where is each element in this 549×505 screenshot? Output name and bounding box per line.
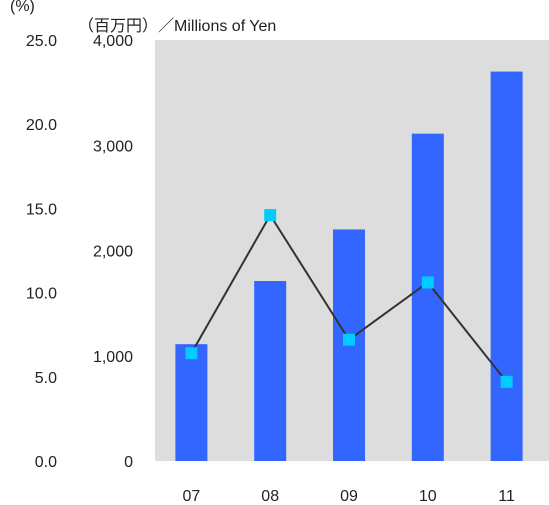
line-marker-08 xyxy=(264,209,277,222)
line-marker-09 xyxy=(343,333,355,346)
left-axis-title: (%) xyxy=(10,0,35,15)
x-axis-ticks: 07 08 09 10 11 xyxy=(183,488,516,505)
bar-07 xyxy=(175,344,208,461)
right-axis-title: （百万円）／Millions of Yen xyxy=(78,17,276,35)
right-tick-label: 0 xyxy=(124,454,133,471)
bar-08 xyxy=(254,281,287,461)
bars-group xyxy=(175,71,523,462)
left-tick-label: 0.0 xyxy=(35,454,57,471)
right-axis-ticks: 4,000 3,000 2,000 1,000 0 xyxy=(93,33,133,471)
left-tick-label: 15.0 xyxy=(26,201,57,218)
x-tick-label: 08 xyxy=(261,488,279,505)
line-marker-07 xyxy=(185,347,198,360)
left-tick-label: 25.0 xyxy=(26,33,57,50)
left-tick-label: 10.0 xyxy=(26,286,57,303)
x-tick-label: 07 xyxy=(183,488,201,505)
x-tick-label: 11 xyxy=(498,488,515,505)
line-marker-10 xyxy=(421,276,434,289)
x-tick-label: 09 xyxy=(340,488,358,505)
right-tick-label: 4,000 xyxy=(93,33,133,50)
left-tick-label: 5.0 xyxy=(35,370,57,387)
right-tick-label: 3,000 xyxy=(93,138,133,155)
right-tick-label: 2,000 xyxy=(93,244,133,261)
x-tick-label: 10 xyxy=(419,488,437,505)
line-marker-11 xyxy=(500,375,513,388)
left-tick-label: 20.0 xyxy=(26,117,57,134)
left-axis-ticks: 25.0 20.0 15.0 10.0 5.0 0.0 xyxy=(26,33,57,471)
bar-11 xyxy=(490,71,523,461)
line-group xyxy=(185,209,513,388)
right-tick-label: 1,000 xyxy=(93,349,133,366)
